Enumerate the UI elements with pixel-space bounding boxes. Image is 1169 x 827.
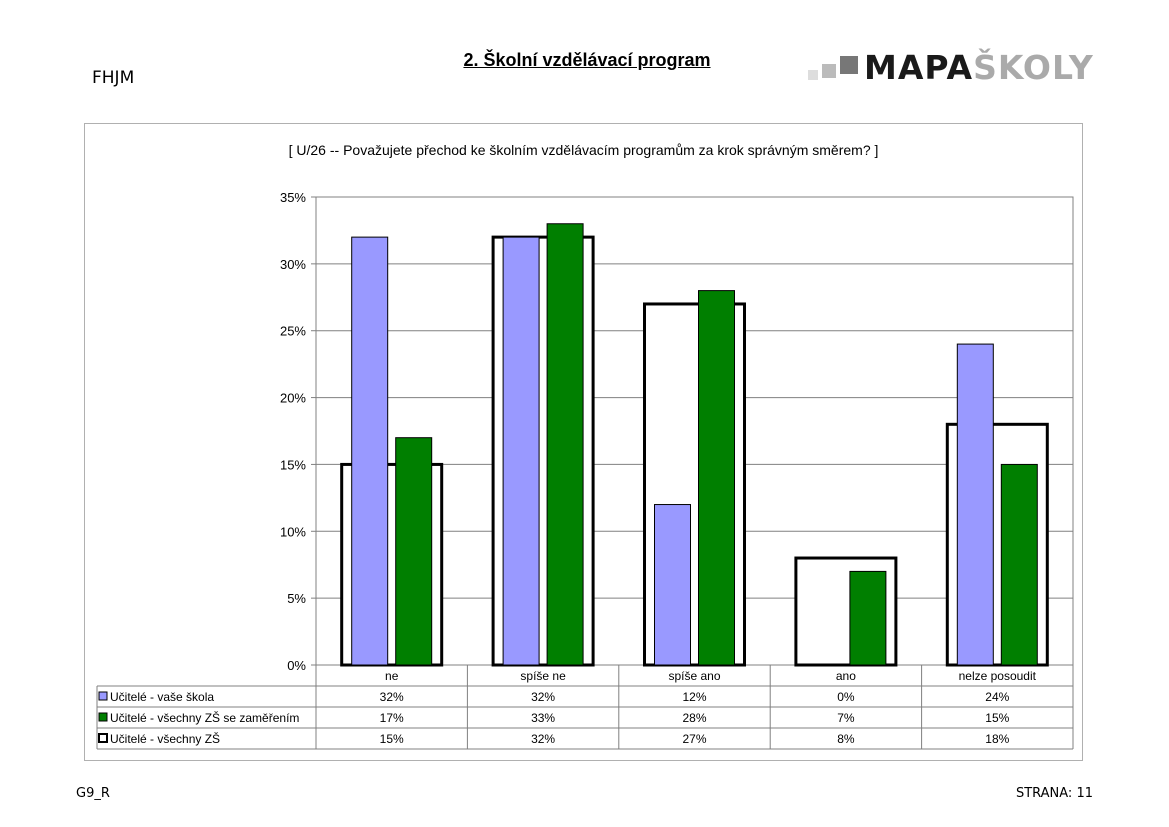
x-category-label: spíše ano <box>668 669 720 683</box>
legend-label: Učitelé - všechny ZŠ <box>110 731 220 746</box>
x-category-label: ne <box>385 669 399 683</box>
logo-square-mid <box>822 64 836 78</box>
legend-swatch-ucitele-vsechny-zs <box>98 733 108 743</box>
school-code: FHJM <box>92 68 135 88</box>
x-category-label: ano <box>836 669 856 683</box>
data-label: 0% <box>837 690 855 704</box>
x-category-label: spíše ne <box>520 669 566 683</box>
bar-school-nelze-posoudit <box>956 343 994 666</box>
bar-focus-nelze-posoudit <box>1000 463 1038 666</box>
y-tick-label: 20% <box>280 391 306 406</box>
data-label: 33% <box>531 711 555 725</box>
logo-text: MAPAŠKOLY <box>864 48 1094 87</box>
data-label: 15% <box>380 732 404 746</box>
bar-school-ne <box>351 236 389 666</box>
data-label: 7% <box>837 711 855 725</box>
data-label: 8% <box>837 732 855 746</box>
y-tick-label: 5% <box>287 591 306 606</box>
logo-square-dark <box>840 56 858 74</box>
bar-focus-ano <box>849 570 887 666</box>
data-label: 27% <box>682 732 706 746</box>
bar-focus-spise-ne <box>546 223 584 666</box>
data-label: 15% <box>985 711 1009 725</box>
logo-square-light <box>808 70 818 80</box>
data-label: 32% <box>531 732 555 746</box>
page-number: STRANA: 11 <box>1015 786 1093 801</box>
footer-code: G9_R <box>76 786 110 801</box>
chart-frame <box>84 123 1083 761</box>
y-tick-label: 15% <box>280 457 306 472</box>
mapa-skoly-logo: MAPAŠKOLY <box>808 50 1093 86</box>
x-category-label: nelze posoudit <box>959 669 1037 683</box>
y-tick-label: 0% <box>287 658 306 673</box>
legend-label: Učitelé - všechny ZŠ se zaměřením <box>110 710 299 725</box>
bar-focus-spise-ano <box>698 290 735 666</box>
y-tick-label: 10% <box>280 524 306 539</box>
data-label: 32% <box>531 690 555 704</box>
data-label: 17% <box>380 711 404 725</box>
bar-school-spise-ano <box>654 504 691 666</box>
bar-focus-ne <box>395 437 433 666</box>
data-label: 32% <box>380 690 404 704</box>
data-label: 24% <box>985 690 1009 704</box>
y-tick-label: 35% <box>280 190 306 205</box>
legend-label: Učitelé - vaše škola <box>110 690 214 704</box>
legend-swatch-ucitele-vsechny-zs-se-zamerenim <box>98 712 108 722</box>
section-title: 2. Školní vzdělávací program <box>463 50 711 70</box>
data-label: 18% <box>985 732 1009 746</box>
y-tick-label: 25% <box>280 324 306 339</box>
data-label: 28% <box>682 711 706 725</box>
bar-school-spise-ne <box>502 236 540 666</box>
data-label: 12% <box>682 690 706 704</box>
legend-swatch-ucitele-vase-skola <box>98 691 108 701</box>
chart-title: [ U/26 -- Považujete přechod ke školním … <box>288 142 879 158</box>
y-tick-label: 30% <box>280 257 306 272</box>
